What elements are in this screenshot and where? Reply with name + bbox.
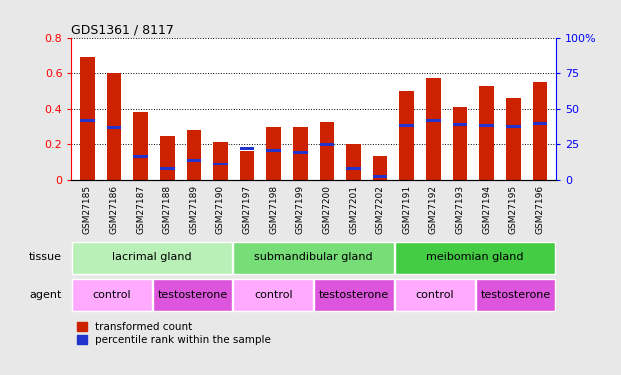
Bar <box>506 98 520 180</box>
Text: submandibular gland: submandibular gland <box>254 252 373 262</box>
Text: GSM27199: GSM27199 <box>296 184 305 234</box>
Text: GSM27197: GSM27197 <box>243 184 252 234</box>
Bar <box>240 151 255 180</box>
Bar <box>479 86 494 180</box>
Bar <box>320 122 334 180</box>
Bar <box>293 151 307 154</box>
Bar <box>107 126 121 129</box>
Bar <box>426 119 441 122</box>
Bar <box>80 119 94 122</box>
Bar <box>80 57 94 180</box>
Text: lacrimal gland: lacrimal gland <box>112 252 192 262</box>
Bar <box>233 242 394 274</box>
Text: GSM27191: GSM27191 <box>402 184 411 234</box>
Bar <box>399 124 414 127</box>
Bar <box>160 136 175 180</box>
Text: GSM27188: GSM27188 <box>163 184 172 234</box>
Text: control: control <box>93 290 131 300</box>
Bar <box>320 143 334 146</box>
Bar <box>346 167 361 170</box>
Text: GSM27192: GSM27192 <box>429 184 438 234</box>
Text: GSM27186: GSM27186 <box>109 184 119 234</box>
Bar <box>213 162 228 165</box>
Legend: transformed count, percentile rank within the sample: transformed count, percentile rank withi… <box>76 322 271 345</box>
Bar <box>395 242 555 274</box>
Bar <box>186 130 201 180</box>
Text: testosterone: testosterone <box>480 290 551 300</box>
Bar <box>134 155 148 158</box>
Bar <box>373 156 388 180</box>
Text: control: control <box>415 290 454 300</box>
Bar <box>72 242 232 274</box>
Bar <box>395 279 474 311</box>
Text: GSM27198: GSM27198 <box>269 184 278 234</box>
Bar <box>186 159 201 162</box>
Bar <box>160 167 175 170</box>
Text: GSM27200: GSM27200 <box>322 184 332 234</box>
Bar <box>453 123 467 126</box>
Text: GSM27190: GSM27190 <box>216 184 225 234</box>
Text: control: control <box>254 290 292 300</box>
Bar <box>399 91 414 180</box>
Text: meibomian gland: meibomian gland <box>426 252 524 262</box>
Bar <box>72 279 152 311</box>
Bar <box>107 73 121 180</box>
Bar <box>453 107 467 180</box>
Bar <box>266 127 281 180</box>
Bar <box>240 147 255 150</box>
Text: GSM27189: GSM27189 <box>189 184 198 234</box>
Text: GSM27187: GSM27187 <box>136 184 145 234</box>
Bar <box>233 279 313 311</box>
Text: testosterone: testosterone <box>319 290 389 300</box>
Bar <box>266 149 281 152</box>
Text: GSM27193: GSM27193 <box>455 184 465 234</box>
Bar <box>426 78 441 180</box>
Bar <box>479 124 494 127</box>
Text: GSM27194: GSM27194 <box>482 184 491 234</box>
Text: GSM27195: GSM27195 <box>509 184 518 234</box>
Bar <box>293 128 307 180</box>
Bar <box>346 144 361 180</box>
Text: agent: agent <box>30 290 62 300</box>
Bar <box>134 112 148 180</box>
Bar <box>153 279 232 311</box>
Text: GSM27185: GSM27185 <box>83 184 92 234</box>
Text: GDS1361 / 8117: GDS1361 / 8117 <box>71 23 175 36</box>
Bar <box>532 123 547 125</box>
Bar <box>532 82 547 180</box>
Text: GSM27202: GSM27202 <box>376 184 384 234</box>
Text: GSM27201: GSM27201 <box>349 184 358 234</box>
Bar <box>213 142 228 180</box>
Text: testosterone: testosterone <box>157 290 228 300</box>
Bar <box>506 125 520 128</box>
Text: tissue: tissue <box>29 252 62 262</box>
Text: GSM27196: GSM27196 <box>535 184 545 234</box>
Bar <box>373 175 388 178</box>
Bar <box>476 279 555 311</box>
Bar <box>314 279 394 311</box>
